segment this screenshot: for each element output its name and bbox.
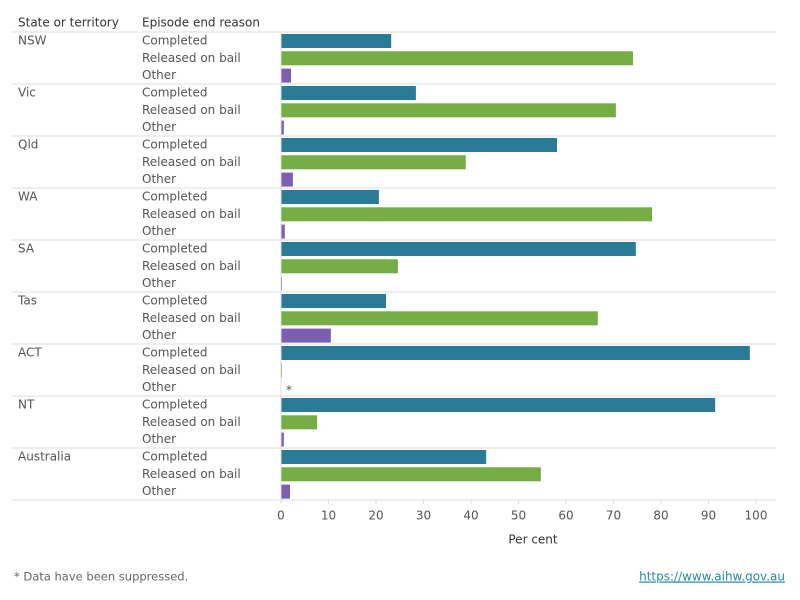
bar — [281, 224, 285, 239]
series-label: Other — [142, 68, 176, 82]
series-label: Completed — [142, 398, 207, 412]
bar — [281, 294, 386, 308]
series-label: Completed — [142, 138, 207, 152]
series-label: Completed — [142, 294, 207, 308]
bar — [281, 450, 487, 464]
bar — [281, 328, 331, 343]
series-label: Released on bail — [142, 311, 241, 325]
x-tick-label: 40 — [463, 509, 478, 523]
x-tick-label: 10 — [321, 509, 336, 523]
bar — [281, 51, 633, 66]
bar — [281, 86, 416, 100]
bar — [281, 138, 557, 152]
series-label: Completed — [142, 34, 207, 48]
series-label: Other — [142, 328, 176, 342]
series-label: Released on bail — [142, 259, 241, 273]
series-label: Released on bail — [142, 103, 241, 117]
series-label: Released on bail — [142, 467, 241, 481]
group-label: Qld — [18, 138, 38, 152]
series-label: Released on bail — [142, 155, 241, 169]
x-tick-label: 90 — [701, 509, 716, 523]
value-label: * — [286, 383, 292, 397]
series-label: Released on bail — [142, 207, 241, 221]
x-tick-label: 50 — [511, 509, 526, 523]
group-label: ACT — [18, 346, 42, 360]
bar — [281, 398, 716, 412]
bar — [281, 207, 652, 222]
series-label: Released on bail — [142, 363, 241, 377]
bar — [281, 432, 284, 447]
group-label: SA — [18, 242, 35, 256]
series-label: Other — [142, 484, 176, 498]
x-tick-label: 30 — [416, 509, 431, 523]
bar — [281, 467, 541, 482]
x-tick-label: 0 — [277, 509, 285, 523]
x-tick-label: 100 — [745, 509, 768, 523]
bar — [281, 103, 616, 118]
bar — [281, 311, 598, 326]
group-label: Australia — [18, 450, 71, 464]
group-label: Vic — [18, 86, 36, 100]
x-tick-label: 70 — [606, 509, 621, 523]
series-label: Completed — [142, 190, 207, 204]
bar — [281, 346, 750, 360]
series-label: Released on bail — [142, 51, 241, 65]
series-label: Completed — [142, 242, 207, 256]
source-link[interactable]: https://www.aihw.gov.au — [639, 570, 785, 584]
bar — [281, 68, 291, 83]
bar — [281, 415, 318, 430]
group-label: WA — [18, 190, 38, 204]
group-label: NSW — [18, 34, 47, 48]
series-label: Other — [142, 380, 176, 394]
series-label: Other — [142, 120, 176, 134]
x-tick-label: 80 — [653, 509, 668, 523]
series-label: Completed — [142, 86, 207, 100]
bar — [281, 34, 392, 48]
series-label: Other — [142, 172, 176, 186]
series-label: Released on bail — [142, 415, 241, 429]
bar — [281, 155, 466, 170]
group-label: Tas — [17, 294, 37, 308]
series-label: Completed — [142, 346, 207, 360]
x-axis-label: Per cent — [508, 533, 558, 547]
bar — [281, 484, 291, 499]
series-label: Other — [142, 432, 176, 446]
bar — [281, 259, 398, 274]
bar — [281, 172, 293, 187]
x-tick-label: 20 — [368, 509, 383, 523]
bar — [281, 120, 284, 135]
bar — [281, 190, 379, 204]
footnote: * Data have been suppressed. — [14, 570, 188, 584]
group-label: NT — [18, 398, 35, 412]
x-tick-label: 60 — [558, 509, 573, 523]
series-label: Other — [142, 276, 176, 290]
group-header: State or territory — [18, 16, 119, 30]
series-label: Completed — [142, 450, 207, 464]
bar — [281, 242, 636, 256]
series-header: Episode end reason — [142, 16, 260, 30]
series-label: Other — [142, 224, 176, 238]
